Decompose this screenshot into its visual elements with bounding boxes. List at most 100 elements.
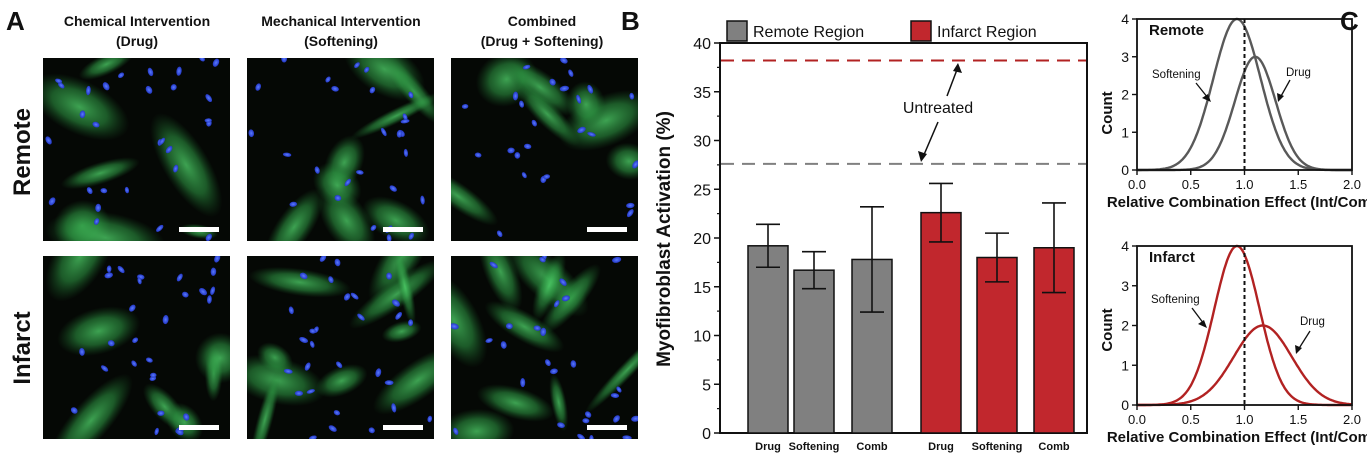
cell-body [43, 73, 130, 141]
nucleus [396, 129, 403, 138]
nucleus [325, 76, 331, 83]
nucleus [408, 319, 414, 327]
nucleus [104, 272, 113, 279]
nucleus [577, 126, 586, 134]
cell-body [503, 58, 577, 116]
bar-legend: Remote Region Infarct Region [726, 20, 1037, 42]
nucleus [350, 292, 359, 300]
cell-body [165, 402, 204, 439]
category-label: Comb [1038, 441, 1069, 453]
nucleus [100, 188, 108, 194]
nucleus [520, 377, 526, 388]
bar-chart: 0 5 10 15 20 25 30 35 40 Drug Softening Comb Drug Sof… [693, 36, 1088, 453]
micrograph-remote-softening [247, 58, 434, 241]
distribution-plot-remote: 0 1 2 3 4 0.0 0.5 1.0 1.5 2.0 [1121, 11, 1361, 192]
nucleus [150, 372, 157, 378]
cell-body [451, 408, 515, 439]
top-x-tick-label: 0.0 [1128, 177, 1146, 192]
nucleus [328, 276, 334, 284]
nucleus [304, 362, 311, 371]
nucleus [79, 347, 85, 356]
nucleus [389, 185, 397, 192]
category-label: Softening [972, 441, 1023, 453]
bottom-x-tick-label: 1.0 [1235, 412, 1253, 427]
bottom-y-tick-label: 3 [1121, 278, 1129, 294]
micrograph-content [451, 256, 638, 439]
bar-remote-softening [793, 269, 835, 434]
nucleus [489, 261, 498, 269]
legend-label-remote: Remote Region [753, 24, 864, 41]
nucleus [283, 368, 293, 374]
bottom-drug-arrowhead [1295, 345, 1302, 354]
bar-infarct-drug [920, 211, 962, 434]
nucleus [336, 361, 343, 368]
nucleus [204, 118, 212, 123]
column-header-mechanical-line1: Mechanical Intervention [261, 13, 420, 29]
y-tick-label: 0 [702, 426, 711, 443]
bottom-softening-arrowhead [1198, 320, 1207, 328]
legend-swatch-infarct [910, 20, 932, 42]
panel-c-letter: C [1340, 6, 1359, 36]
cell-body [532, 256, 567, 321]
micrograph-infarct-combined [451, 256, 638, 439]
nucleus [210, 267, 217, 276]
nucleus [587, 131, 596, 137]
nucleus [384, 380, 394, 386]
cell-body [78, 58, 134, 81]
column-header-combined: Combined (Drug + Softening) [481, 13, 604, 49]
nucleus [156, 224, 164, 232]
top-y-tick-label: 4 [1121, 11, 1129, 27]
nucleus [199, 58, 205, 62]
nucleus [420, 195, 425, 205]
nucleus [370, 224, 377, 231]
nucleus [333, 410, 341, 416]
nucleus [629, 92, 635, 100]
cell-body [343, 58, 426, 102]
nucleus [523, 143, 532, 150]
arrowhead-infarct [953, 63, 962, 73]
column-header-mechanical: Mechanical Intervention (Softening) [261, 13, 420, 49]
category-label: Drug [928, 441, 954, 453]
top-region-label: Remote [1149, 22, 1204, 39]
nucleus [386, 234, 392, 241]
nucleus [632, 160, 638, 169]
nucleus [45, 136, 52, 145]
top-drug-label: Drug [1286, 67, 1311, 79]
cell-body [60, 157, 140, 190]
nucleus [145, 85, 153, 94]
nucleus [343, 293, 351, 301]
nucleus [289, 201, 298, 207]
nucleus [616, 386, 622, 393]
nucleus [106, 265, 112, 273]
nucleus [102, 82, 110, 91]
bottom-drug-arrow [1297, 330, 1311, 351]
micrograph-infarct-softening [247, 256, 434, 439]
nucleus [288, 306, 294, 315]
nucleus [531, 119, 537, 127]
nucleus [539, 256, 546, 263]
nucleus [92, 121, 100, 128]
nucleus [299, 272, 308, 280]
nucleus [500, 341, 507, 349]
nucleus [183, 413, 190, 421]
nucleus [512, 91, 519, 101]
nucleus [356, 170, 364, 175]
bottom-region-label: Infarct [1149, 249, 1195, 266]
bottom-y-axis-label: Count [1099, 308, 1116, 351]
nucleus [145, 357, 153, 363]
nucleus [545, 359, 551, 367]
cell-body [372, 346, 434, 415]
bar-y-axis-label: Myofibroblast Activation (%) [654, 111, 675, 367]
top-x-tick-label: 1.0 [1235, 177, 1253, 192]
bar-remote-drug [747, 245, 789, 434]
nucleus [255, 83, 262, 91]
nucleus [626, 202, 635, 209]
nucleus [568, 69, 574, 77]
nucleus [176, 66, 182, 76]
top-x-axis-label: Relative Combination Effect (Int/Comb) [1107, 194, 1367, 211]
nucleus [549, 78, 556, 86]
nucleus [100, 365, 109, 372]
cell-body [515, 81, 580, 147]
nucleus [207, 295, 212, 304]
